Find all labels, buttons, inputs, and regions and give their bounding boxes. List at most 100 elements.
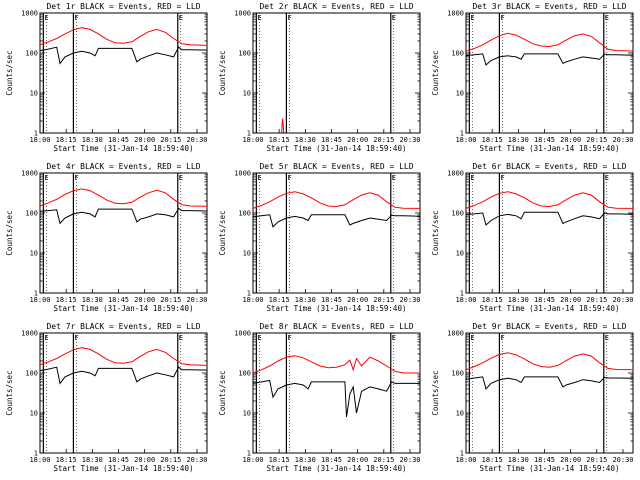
x-tick-label: 18:45 xyxy=(534,456,555,464)
y-tick-label: 10 xyxy=(30,410,38,418)
y-axis-label: Counts/sec xyxy=(5,210,14,255)
y-tick-label: 1 xyxy=(34,130,38,138)
plot-frame xyxy=(39,332,208,454)
x-tick-label: 18:45 xyxy=(321,296,342,304)
y-tick-label: 1 xyxy=(34,290,38,298)
chart-title: Det 2r BLACK = Events, RED = LLD xyxy=(259,2,413,11)
y-tick-label: 100 xyxy=(451,210,464,218)
x-tick-label: 18:45 xyxy=(108,456,129,464)
y-axis-label: Counts/sec xyxy=(5,370,14,415)
x-tick-label: 18:30 xyxy=(82,296,103,304)
x-axis-label: Start Time (31-Jan-14 18:59:40) xyxy=(480,144,620,153)
x-tick-label: 20:00 xyxy=(560,136,581,144)
event-marker-label: E xyxy=(44,14,48,22)
y-tick-label: 1 xyxy=(460,450,464,458)
x-axis-label: Start Time (31-Jan-14 18:59:40) xyxy=(480,464,620,473)
event-marker-label: E xyxy=(257,14,261,22)
y-tick-label: 10 xyxy=(243,410,251,418)
x-tick-label: 18:00 xyxy=(29,136,50,144)
detector-chart: Det 3r BLACK = Events, RED = LLD 1 10 100 10… xyxy=(431,2,634,153)
x-tick-label: 20:00 xyxy=(347,136,368,144)
plot-frame xyxy=(39,12,208,134)
x-tick-label: 18:00 xyxy=(242,136,263,144)
x-tick-label: 20:15 xyxy=(586,296,607,304)
detector-panel: Det 5r BLACK = Events, RED = LLD 1 10 100 10… xyxy=(213,160,426,320)
x-tick-label: 18:15 xyxy=(56,456,77,464)
y-tick-label: 10 xyxy=(30,90,38,98)
x-tick-label: 20:00 xyxy=(134,456,155,464)
detector-panel: Det 2r BLACK = Events, RED = LLD 1 10 100 10… xyxy=(213,0,426,160)
y-tick-label: 100 xyxy=(25,50,38,58)
x-tick-label: 20:00 xyxy=(347,456,368,464)
x-tick-label: 18:15 xyxy=(269,136,290,144)
series-line-lld xyxy=(252,355,420,374)
y-tick-label: 1000 xyxy=(234,10,251,18)
x-tick-label: 18:45 xyxy=(534,296,555,304)
y-axis-label: Counts/sec xyxy=(218,50,227,95)
y-axis-label: Counts/sec xyxy=(218,210,227,255)
x-tick-label: 18:45 xyxy=(321,456,342,464)
series-line-events xyxy=(465,211,634,226)
y-tick-label: 1 xyxy=(247,450,251,458)
event-marker-label: E xyxy=(392,334,396,342)
x-axis-label: Start Time (31-Jan-14 18:59:40) xyxy=(54,144,194,153)
event-marker-label: E xyxy=(179,334,183,342)
x-tick-label: 20:30 xyxy=(612,136,633,144)
x-tick-label: 18:15 xyxy=(269,296,290,304)
series-line-lld xyxy=(465,32,634,52)
x-tick-label: 18:00 xyxy=(29,296,50,304)
y-tick-label: 1000 xyxy=(234,330,251,338)
series-line-lld xyxy=(39,347,208,366)
x-tick-label: 18:00 xyxy=(29,456,50,464)
series-line-events xyxy=(252,214,421,228)
x-tick-label: 20:15 xyxy=(373,136,394,144)
event-marker-label: E xyxy=(392,174,396,182)
series-line-events xyxy=(465,376,634,390)
event-marker-label: E xyxy=(44,334,48,342)
x-tick-label: 20:15 xyxy=(373,456,394,464)
series-line-lld xyxy=(465,352,634,371)
x-tick-label: 18:30 xyxy=(295,136,316,144)
event-marker-label: E xyxy=(179,14,183,22)
x-axis-label: Start Time (31-Jan-14 18:59:40) xyxy=(267,144,407,153)
plot-frame xyxy=(252,172,421,294)
x-tick-label: 18:00 xyxy=(455,296,476,304)
detector-chart: Det 8r BLACK = Events, RED = LLD 1 10 100 10… xyxy=(218,322,421,473)
x-tick-label: 18:15 xyxy=(56,136,77,144)
x-tick-label: 20:15 xyxy=(373,296,394,304)
y-tick-label: 1000 xyxy=(447,10,464,18)
detector-chart: Det 4r BLACK = Events, RED = LLD 1 10 100 10… xyxy=(5,162,208,313)
series-line-events xyxy=(39,366,208,385)
x-tick-label: 20:00 xyxy=(134,296,155,304)
x-tick-label: 20:30 xyxy=(399,296,420,304)
y-tick-label: 10 xyxy=(243,250,251,258)
plot-frame xyxy=(465,12,634,134)
chart-title: Det 4r BLACK = Events, RED = LLD xyxy=(46,162,200,171)
y-tick-label: 100 xyxy=(238,370,251,378)
plot-frame xyxy=(252,12,421,134)
detector-panel: Det 3r BLACK = Events, RED = LLD 1 10 100 10… xyxy=(426,0,639,160)
chart-title: Det 7r BLACK = Events, RED = LLD xyxy=(46,322,200,331)
x-tick-label: 18:30 xyxy=(82,136,103,144)
series-line-events xyxy=(252,379,420,417)
x-tick-label: 18:30 xyxy=(295,296,316,304)
x-tick-label: 20:00 xyxy=(560,296,581,304)
x-tick-label: 18:15 xyxy=(482,296,503,304)
event-marker-label: E xyxy=(470,334,474,342)
x-axis-label: Start Time (31-Jan-14 18:59:40) xyxy=(267,464,407,473)
x-tick-label: 18:45 xyxy=(534,136,555,144)
x-axis-label: Start Time (31-Jan-14 18:59:40) xyxy=(54,464,194,473)
series-line-lld xyxy=(465,191,634,209)
y-tick-label: 100 xyxy=(25,210,38,218)
series-line-lld xyxy=(39,27,208,46)
x-tick-label: 20:00 xyxy=(560,456,581,464)
x-tick-label: 18:15 xyxy=(269,456,290,464)
x-tick-label: 18:45 xyxy=(108,136,129,144)
plot-frame xyxy=(465,332,634,454)
y-tick-label: 10 xyxy=(456,410,464,418)
chart-title: Det 8r BLACK = Events, RED = LLD xyxy=(259,322,413,331)
event-marker-label: E xyxy=(44,174,48,182)
x-tick-label: 20:30 xyxy=(612,296,633,304)
detector-panel: Det 6r BLACK = Events, RED = LLD 1 10 100 10… xyxy=(426,160,639,320)
